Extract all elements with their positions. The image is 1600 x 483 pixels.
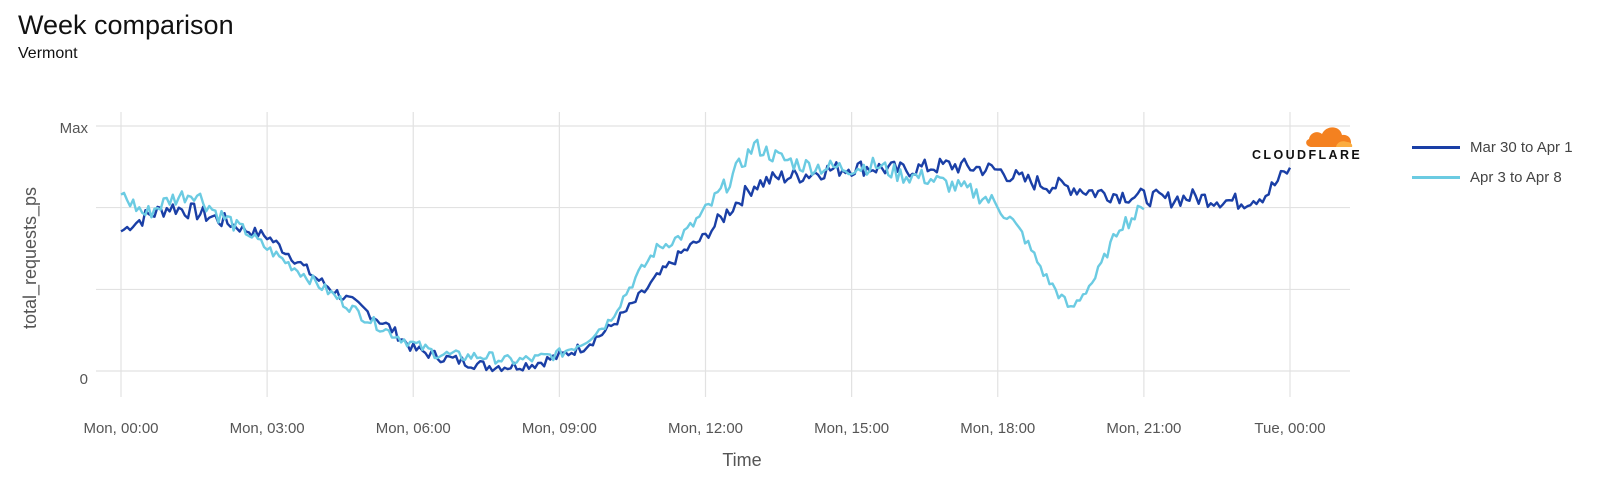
x-tick-label: Mon, 12:00 xyxy=(668,420,743,437)
legend-swatch xyxy=(1412,175,1460,179)
x-tick-label: Mon, 00:00 xyxy=(83,420,158,437)
series-layer xyxy=(120,138,1292,373)
chart-title: Week comparison xyxy=(18,10,234,40)
chart-subtitle: Vermont xyxy=(18,45,78,62)
x-tick-label: Mon, 21:00 xyxy=(1106,420,1181,437)
logo-text: CLOUDFLARE xyxy=(1252,148,1363,162)
y-tick-label: 0 xyxy=(80,371,88,388)
series-line-2[interactable] xyxy=(120,138,1145,366)
x-tick-label: Mon, 18:00 xyxy=(960,420,1035,437)
legend-label: Mar 30 to Apr 1 xyxy=(1470,138,1573,156)
legend-swatch xyxy=(1412,145,1460,149)
x-axis-title: Time xyxy=(722,450,761,470)
x-tick-label: Mon, 15:00 xyxy=(814,420,889,437)
cloud-icon xyxy=(1306,127,1353,147)
x-tick-label: Mon, 06:00 xyxy=(376,420,451,437)
y-tick-label: Max xyxy=(60,120,89,137)
y-axis-ticks: 0 Max xyxy=(60,120,89,388)
x-tick-label: Mon, 03:00 xyxy=(230,420,305,437)
series-line-1[interactable] xyxy=(120,157,1292,373)
chart-legend: Mar 30 to Apr 1 Apr 3 to Apr 8 xyxy=(1412,132,1573,192)
x-axis-ticks: Mon, 00:00 Mon, 03:00 Mon, 06:00 Mon, 09:00… xyxy=(83,420,1325,437)
legend-item-series-2[interactable]: Apr 3 to Apr 8 xyxy=(1412,162,1573,192)
x-tick-label: Mon, 09:00 xyxy=(522,420,597,437)
x-tick-label: Tue, 00:00 xyxy=(1254,420,1325,437)
legend-label: Apr 3 to Apr 8 xyxy=(1470,168,1562,186)
cloudflare-logo: CLOUDFLARE xyxy=(1252,120,1362,162)
legend-item-series-1[interactable]: Mar 30 to Apr 1 xyxy=(1412,132,1573,162)
y-axis-title: total_requests_ps xyxy=(20,187,41,329)
